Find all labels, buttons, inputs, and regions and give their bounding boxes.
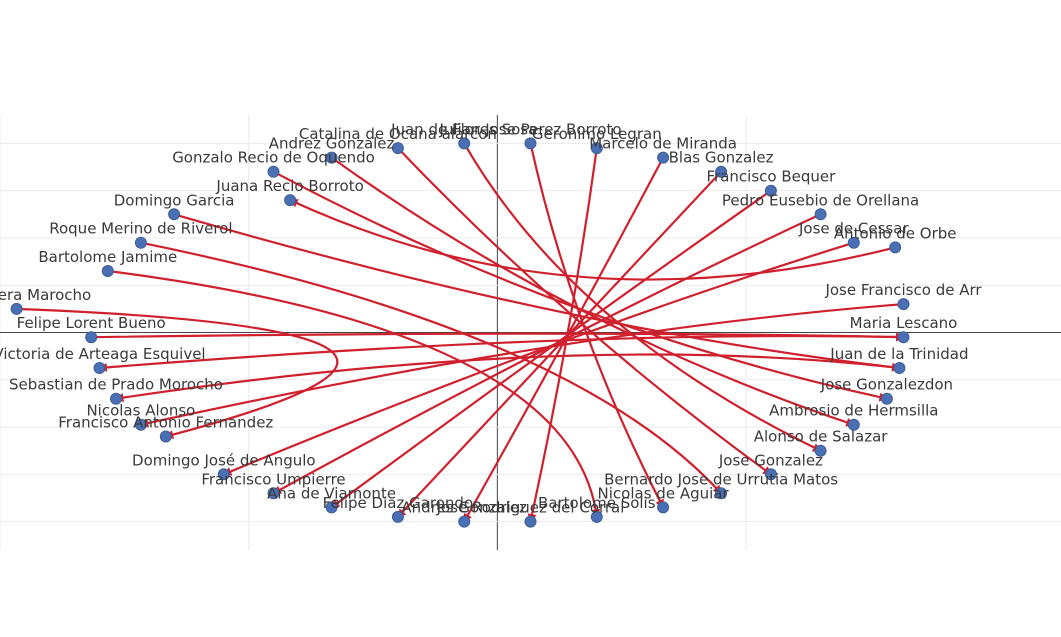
node-label-16: de Herrera Marocho: [0, 286, 91, 304]
node-7: [715, 165, 728, 178]
node-13: [847, 236, 860, 249]
node-11: [814, 208, 827, 221]
edge-9: [288, 199, 896, 281]
edge-18: [98, 334, 904, 372]
node-label-36: Jose Rodriguez del Corral: [436, 499, 625, 517]
node-23: [880, 392, 893, 405]
node-30: [267, 487, 280, 500]
edge-13: [222, 241, 855, 476]
node-27: [814, 444, 827, 457]
node-label-6: Gonzalo Recio de Oquendo: [172, 149, 375, 167]
node-label-15: Bartolome Jamime: [38, 248, 177, 266]
edge-6: [272, 170, 889, 402]
node-12: [134, 236, 147, 249]
node-label-20: Victoria de Arteaga Esquivel: [0, 345, 206, 363]
node-label-3: Geronimo Legran: [532, 125, 662, 143]
node-label-19: Maria Lescano: [850, 314, 958, 332]
node-label-33: Nicolas de Aguiar: [598, 484, 730, 502]
edge-1: [463, 142, 822, 452]
node-label-1: Juan de Flores Sosa: [390, 120, 537, 138]
node-9: [284, 194, 297, 207]
edge-3: [527, 147, 598, 524]
node-label-21: Juan de la Trinidad: [829, 345, 968, 363]
node-16: [10, 302, 23, 315]
edge-14: [107, 269, 601, 519]
edge-2: [529, 143, 665, 509]
node-22: [110, 392, 122, 405]
node-2: [524, 137, 537, 150]
node-34: [391, 510, 404, 523]
node-8: [764, 184, 777, 197]
node-10: [168, 208, 181, 221]
node-label-5: Andrez Gonzalez: [269, 135, 395, 153]
node-1: [458, 137, 471, 150]
node-label-29: Jose Gonzalez: [718, 451, 823, 469]
node-37: [590, 510, 603, 523]
edge-12: [140, 241, 723, 495]
node-6: [267, 165, 280, 178]
node-label-25: Francisco Antonio Fernandez: [58, 414, 273, 432]
edge-0: [397, 147, 773, 476]
node-21: [893, 362, 906, 374]
node-label-35: Andres Gonzalez: [401, 499, 527, 517]
node-label-32: Ana de Viamonte: [267, 484, 396, 502]
node-29: [764, 468, 777, 481]
node-label-26: Ambrosio de Hermsilla: [769, 402, 938, 420]
node-label-14: Antonio de Orbe: [834, 224, 957, 242]
node-label-30: Francisco Umpierre: [201, 470, 345, 488]
edge-19: [114, 353, 900, 403]
node-14: [889, 241, 902, 254]
node-label-28: Domingo José de Angulo: [132, 451, 316, 469]
edge-16: [139, 303, 904, 428]
node-28: [217, 468, 230, 481]
node-label-4: Marcelo de Miranda: [589, 135, 737, 153]
node-36: [524, 515, 537, 528]
node-35: [458, 515, 471, 528]
node-24: [134, 418, 147, 431]
node-20: [93, 362, 106, 374]
node-label-11: Pedro Eusebio de Orellana: [722, 191, 919, 209]
node-25: [159, 430, 172, 443]
node-3: [590, 142, 603, 155]
node-4: [657, 151, 670, 164]
node-26: [847, 418, 860, 431]
node-19: [897, 331, 910, 344]
node-label-37: Bartolome Solis: [538, 494, 656, 512]
node-33: [657, 501, 670, 514]
node-label-12: Roque Merino de Riverol: [49, 220, 232, 238]
node-label-9: Juana Recio Borroto: [215, 177, 363, 195]
node-label-10: Domingo Garcia: [114, 191, 235, 209]
node-label-23: Jose Gonzalezdon: [820, 376, 953, 394]
node-17: [897, 298, 910, 311]
edge-10: [173, 213, 901, 372]
node-label-31: Bernardo Jose de Urrutia Matos: [604, 470, 838, 488]
node-label-24: Nicolas Alonso: [86, 402, 195, 420]
node-5: [325, 151, 338, 164]
node-label-13: Jose de Cessar: [798, 220, 909, 238]
node-31: [715, 487, 728, 500]
node-15: [101, 265, 114, 277]
node-label-22: Sebastian de Prado Morocho: [9, 376, 223, 394]
node-18: [85, 331, 98, 344]
node-label-18: Felipe Lorent Bueno: [17, 314, 166, 332]
edges: [16, 142, 905, 524]
node-0: [391, 142, 404, 155]
nodes: [10, 137, 910, 528]
node-label-7: Blas Gonzalez: [669, 149, 774, 167]
node-label-27: Alonso de Salazar: [754, 428, 889, 446]
node-label-34: Felipe Diaz Garondo: [323, 494, 473, 512]
node-label-8: Francisco Bequer: [707, 168, 837, 186]
node-32: [325, 501, 338, 514]
node-label-2: Julian Jose Perez Borroto: [438, 120, 621, 138]
node-label-0: Catalina de Ocana alarcon: [299, 125, 497, 143]
node-label-17: Jose Francisco de Arr: [824, 281, 982, 299]
